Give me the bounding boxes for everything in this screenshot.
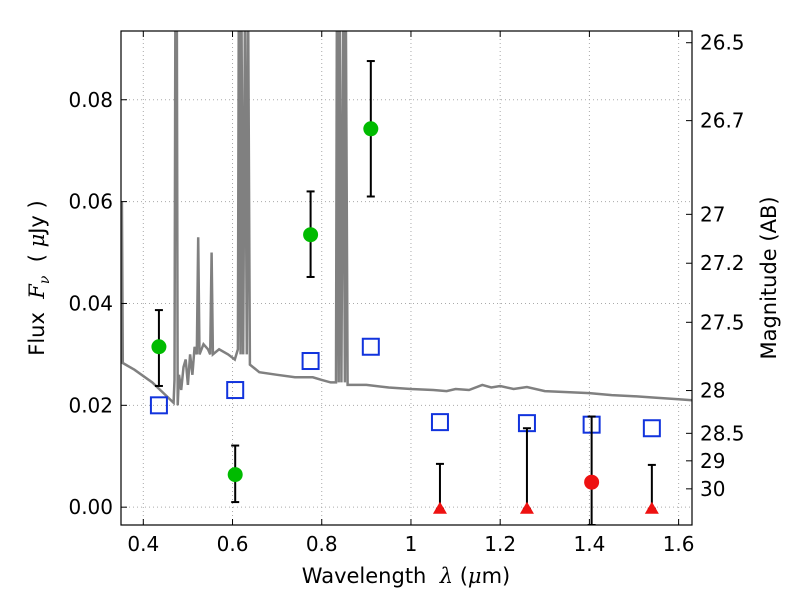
- y2-tick-label: 28.5: [700, 421, 745, 445]
- upper-limit-triangle: [432, 501, 447, 514]
- axis-layer: 0.4 0.6 0.8 1 1.2 1.4 1.6 0.00 0.02 0.04 0.06 0.08 2…: [68, 31, 744, 556]
- model-spectrum-line: [121, 31, 692, 406]
- x-axis-label: Wavelength λ (μm): [302, 564, 510, 588]
- y-tick-label: 0.00: [68, 495, 113, 519]
- x-tick-label: 0.6: [217, 532, 249, 556]
- y2-tick-label: 28: [700, 379, 725, 403]
- x-tick-label: 1: [405, 532, 418, 556]
- upper-limit-triangle: [644, 501, 659, 514]
- y2-tick-label: 27.5: [700, 310, 745, 334]
- y-axis-label: Flux Fν ( μJy ): [25, 200, 53, 355]
- y2-tick-label: 29: [700, 449, 725, 473]
- model-photometry-square: [430, 413, 449, 432]
- model-photometry-square: [361, 337, 380, 356]
- detection-point: [151, 339, 167, 355]
- plot-background: [121, 31, 692, 525]
- model-photometry-square: [642, 419, 661, 438]
- y2-tick-label: 26.5: [700, 31, 745, 55]
- x-tick-label: 1.4: [573, 532, 605, 556]
- data-layer: [121, 31, 692, 525]
- model-photometry-square: [149, 396, 168, 415]
- upper-limit-triangle: [519, 501, 534, 514]
- y2-tick-label: 27.2: [700, 251, 745, 275]
- y2-axis-label: Magnitude (AB): [757, 196, 781, 359]
- y-tick-label: 0.08: [68, 88, 113, 112]
- y2-tick-label: 26.7: [700, 109, 745, 133]
- marginal-point: [584, 474, 600, 490]
- x-tick-label: 1.6: [663, 532, 695, 556]
- plot-frame: [120, 30, 693, 526]
- detection-point: [303, 227, 319, 243]
- model-photometry-square: [301, 352, 320, 371]
- y2-tick-label: 27: [700, 202, 725, 226]
- y-tick-label: 0.06: [68, 190, 113, 214]
- x-tick-label: 0.8: [306, 532, 338, 556]
- detection-point: [363, 121, 379, 137]
- x-tick-label: 1.2: [484, 532, 516, 556]
- model-photometry-square: [226, 381, 245, 400]
- y2-tick-label: 30: [700, 477, 725, 501]
- y-tick-label: 0.04: [68, 291, 113, 315]
- x-tick-label: 0.4: [127, 532, 159, 556]
- y-tick-label: 0.02: [68, 393, 113, 417]
- detection-point: [227, 467, 243, 483]
